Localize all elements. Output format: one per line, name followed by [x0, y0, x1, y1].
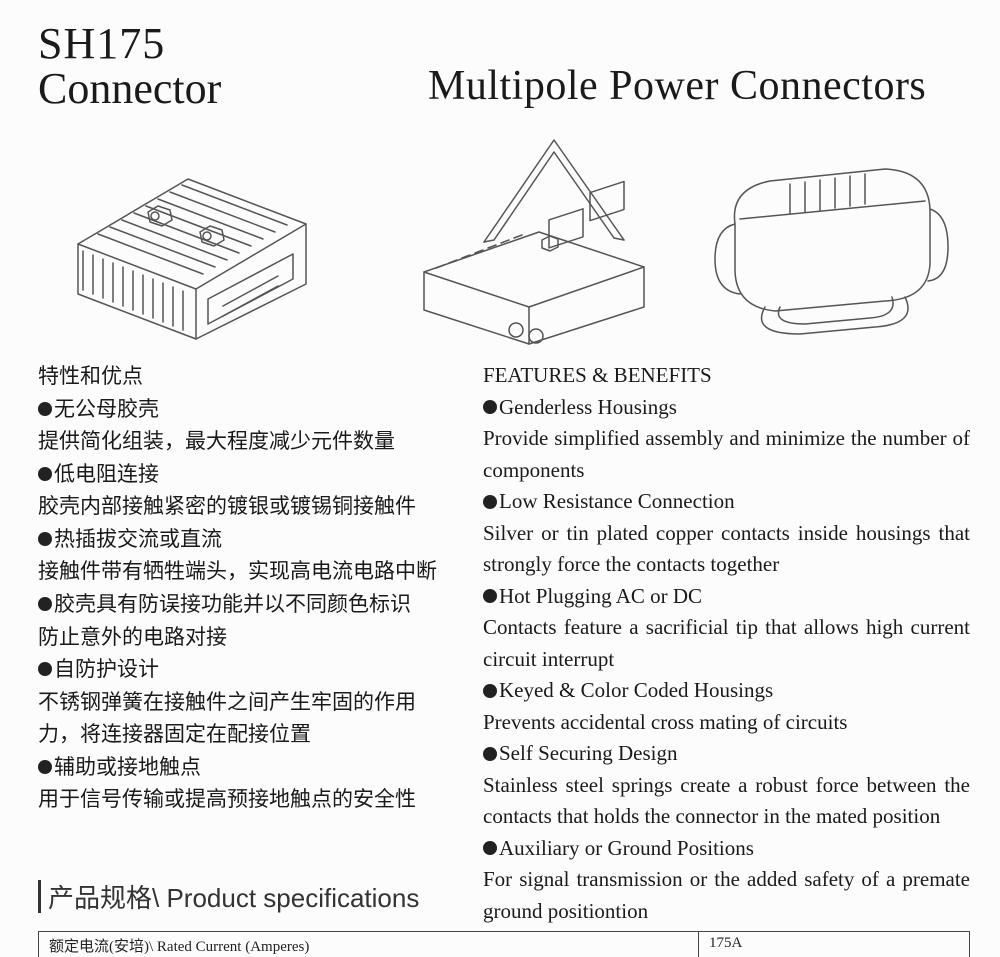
model-number: SH175: [38, 22, 428, 66]
spec-section-title: 产品规格\ Product specifications: [38, 878, 419, 915]
en-item-head: Genderless Housings: [499, 392, 677, 424]
cn-item-head: 低电阻连接: [54, 458, 159, 491]
en-item-body: Stainless steel springs create a robust …: [483, 770, 970, 833]
en-item-body: For signal transmission or the added saf…: [483, 864, 970, 927]
en-item-body: Provide simplified assembly and minimize…: [483, 423, 970, 486]
page-title: Multipole Power Connectors: [428, 62, 926, 112]
features-english-column: FEATURES & BENEFITS Genderless Housings …: [483, 360, 970, 927]
cn-item-body: 用于信号传输或提高预接地触点的安全性: [38, 783, 443, 816]
bullet-icon: [38, 760, 52, 774]
en-item-body: Prevents accidental cross mating of circ…: [483, 707, 970, 739]
en-item-head: Hot Plugging AC or DC: [499, 581, 702, 613]
bullet-icon: [38, 662, 52, 676]
spec-row-value: 175A: [699, 932, 969, 957]
cn-item-head: 无公母胶壳: [54, 393, 159, 426]
en-item-head: Low Resistance Connection: [499, 486, 735, 518]
cn-item-body: 防止意外的电路对接: [38, 621, 443, 654]
cn-item-head: 自防护设计: [54, 653, 159, 686]
cn-item-head: 胶壳具有防误接功能并以不同颜色标识: [54, 588, 411, 621]
bullet-icon: [38, 402, 52, 416]
en-item-head: Keyed & Color Coded Housings: [499, 675, 773, 707]
bullet-icon: [38, 597, 52, 611]
bullet-icon: [483, 400, 497, 414]
en-section-title: FEATURES & BENEFITS: [483, 360, 970, 392]
connector-body-illustration: [38, 124, 348, 344]
cn-item-body: 接触件带有牺牲端头，实现高电流电路中断: [38, 555, 443, 588]
en-item-body: Silver or tin plated copper contacts ins…: [483, 518, 970, 581]
connector-cover-illustration: [680, 129, 960, 339]
features-chinese-column: 特性和优点 无公母胶壳 提供简化组装，最大程度减少元件数量 低电阻连接 胶壳内部…: [38, 360, 443, 927]
en-item-head: Auxiliary or Ground Positions: [499, 833, 754, 865]
spec-row-label: 额定电流(安培)\ Rated Current (Amperes): [39, 932, 699, 957]
cn-item-head: 辅助或接地触点: [54, 751, 201, 784]
bullet-icon: [483, 684, 497, 698]
cn-item-head: 热插拔交流或直流: [54, 523, 222, 556]
cn-item-body: 胶壳内部接触紧密的镀银或镀锡铜接触件: [38, 490, 443, 523]
illustration-row: [38, 118, 970, 350]
cn-item-body: 不锈钢弹簧在接触件之间产生牢固的作用力，将连接器固定在配接位置: [38, 686, 443, 751]
bullet-icon: [483, 841, 497, 855]
cn-section-title: 特性和优点: [38, 360, 443, 393]
bullet-icon: [38, 467, 52, 481]
bullet-icon: [38, 532, 52, 546]
en-item-body: Contacts feature a sacrificial tip that …: [483, 612, 970, 675]
cn-item-body: 提供简化组装，最大程度减少元件数量: [38, 425, 443, 458]
spec-table-fragment: 额定电流(安培)\ Rated Current (Amperes) 175A: [38, 931, 970, 957]
connector-handle-illustration: [364, 122, 664, 347]
en-item-head: Self Securing Design: [499, 738, 677, 770]
bullet-icon: [483, 747, 497, 761]
bullet-icon: [483, 495, 497, 509]
connector-label: Connector: [38, 66, 428, 112]
bullet-icon: [483, 589, 497, 603]
